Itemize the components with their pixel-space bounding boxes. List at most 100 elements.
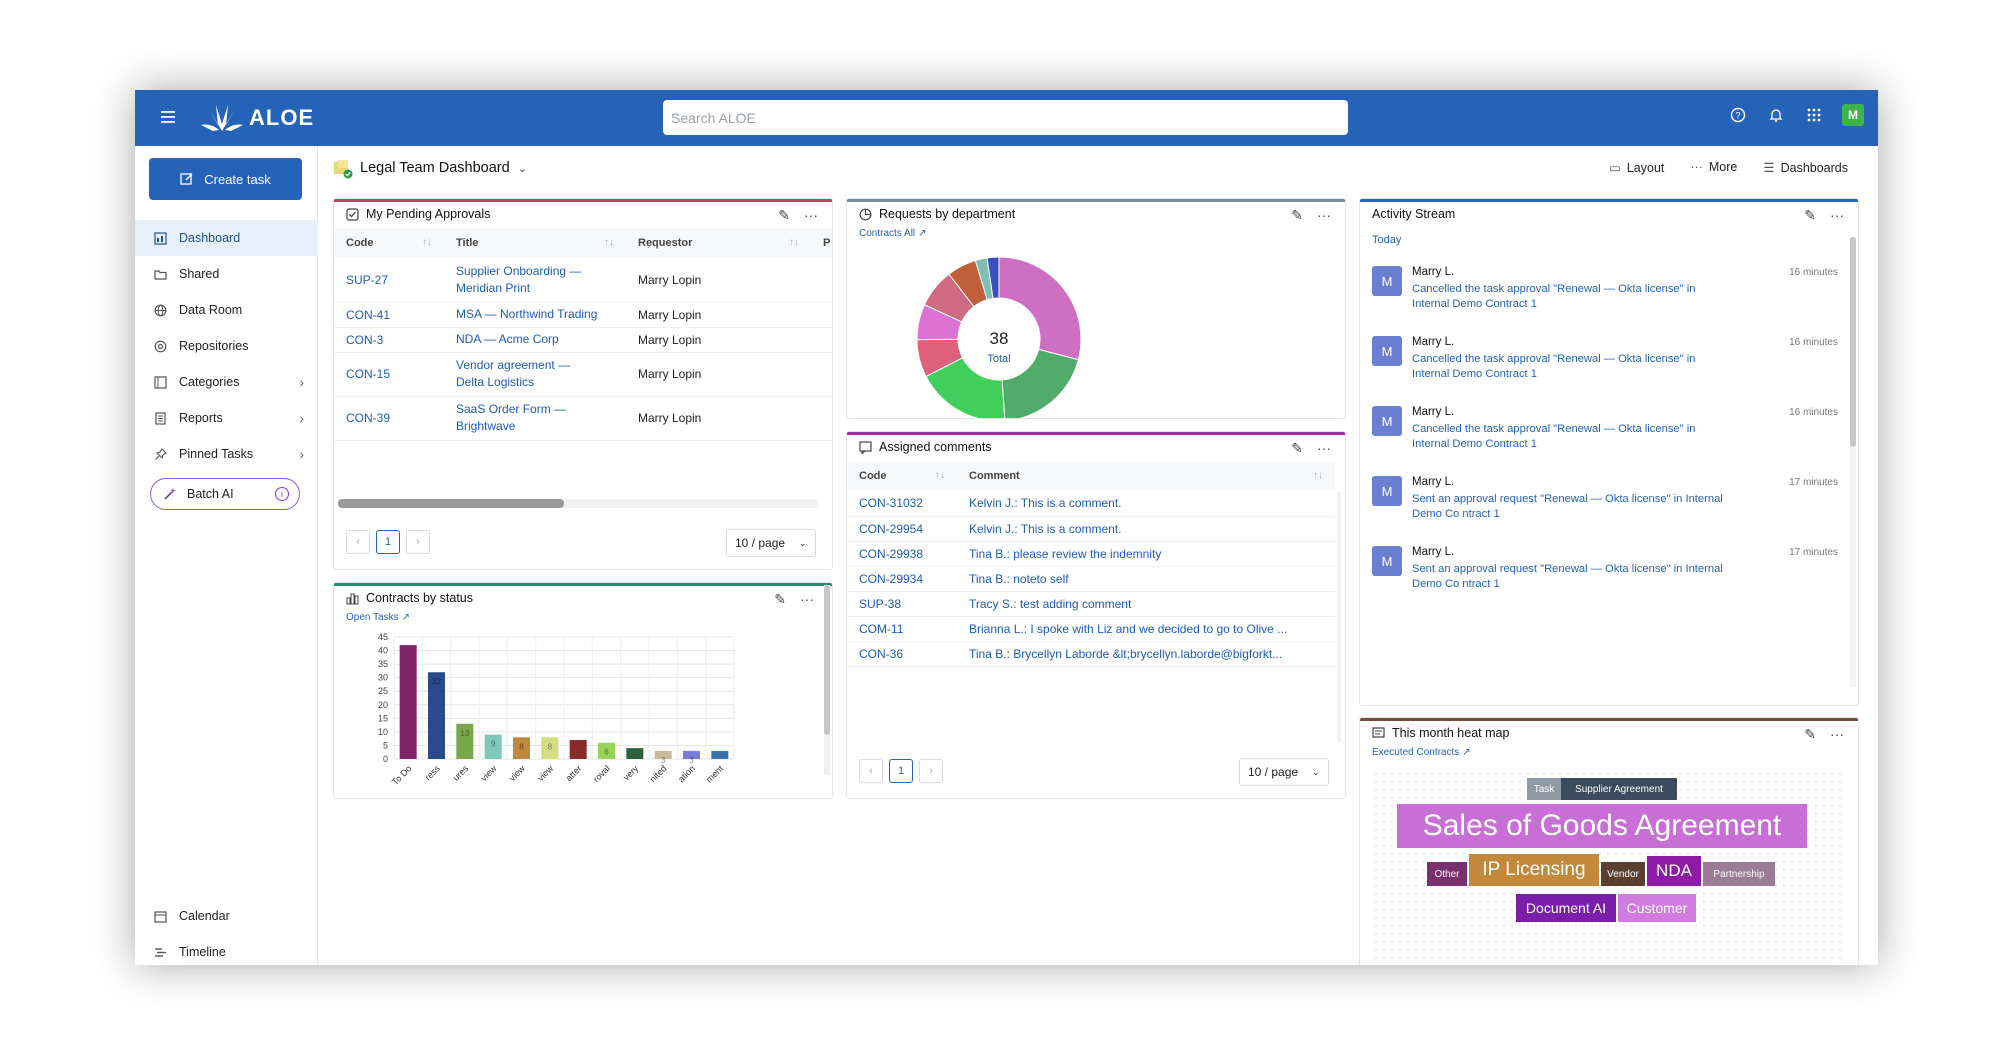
next-page-button[interactable]: › <box>919 759 943 783</box>
sidebar-item-pinned-tasks[interactable]: Pinned Tasks › <box>135 436 318 472</box>
table-row[interactable]: CON-29934 Tina B.: noteto self <box>847 566 1335 592</box>
activity-description-link[interactable]: Cancelled the task approval "Renewal — O… <box>1412 423 1696 450</box>
table-row[interactable]: CON-29954 Kelvin J.: This is a comment. <box>847 516 1335 542</box>
donut-slice[interactable] <box>986 256 1000 300</box>
heat-tag[interactable]: Document AI <box>1516 894 1616 922</box>
bar[interactable] <box>428 672 445 759</box>
sidebar-item-reports[interactable]: Reports › <box>135 400 318 436</box>
column-header-comment[interactable]: Comment ↑↓ <box>957 461 1335 491</box>
per-page-select[interactable]: 10 / page ⌄ <box>726 529 816 557</box>
user-avatar[interactable]: M <box>1842 104 1864 126</box>
pencil-edit-icon[interactable]: ✎ <box>1291 440 1303 456</box>
more-options-icon[interactable]: ··· <box>1830 207 1844 223</box>
bar[interactable] <box>541 737 559 759</box>
page-number-button[interactable]: 1 <box>376 530 400 554</box>
more-options-icon[interactable]: ··· <box>800 591 814 607</box>
comment-text-link[interactable]: Tracy S.: test adding comment <box>957 591 1335 617</box>
column-header-title[interactable]: Title ↑↓ <box>444 228 626 258</box>
bar[interactable] <box>399 645 417 759</box>
activity-item[interactable]: M Marry L. 16 minutes Cancelled the task ap… <box>1360 326 1858 396</box>
approval-title-link[interactable]: Supplier Onboarding — Meridian Print <box>444 258 626 303</box>
sidebar-item-dashboard[interactable]: Dashboard <box>135 220 318 256</box>
sort-icon[interactable]: ↑↓ <box>1313 470 1323 481</box>
comment-text-link[interactable]: Tina B.: noteto self <box>957 566 1335 592</box>
approval-title-link[interactable]: MSA — Northwind Trading <box>444 302 626 328</box>
bar[interactable] <box>683 750 700 759</box>
help-icon[interactable]: ? <box>1728 105 1748 125</box>
sort-icon[interactable]: ↑↓ <box>789 237 799 248</box>
contracts-all-link[interactable]: Contracts All ↗ <box>859 227 927 239</box>
pencil-edit-icon[interactable]: ✎ <box>778 207 790 223</box>
dashboard-selector[interactable]: Legal Team Dashboard ⌄ <box>332 158 527 179</box>
bar[interactable] <box>711 750 729 759</box>
comment-code-link[interactable]: CON-29938 <box>847 541 957 567</box>
activity-item[interactable]: M Marry L. 17 minutes Sent an approval requ… <box>1360 466 1858 536</box>
vertical-scrollbar[interactable] <box>1337 492 1341 742</box>
heat-tag[interactable]: NDA <box>1647 856 1701 886</box>
column-header-code[interactable]: Code ↑↓ <box>847 461 957 491</box>
prev-page-button[interactable]: ‹ <box>859 759 883 783</box>
sort-icon[interactable]: ↑↓ <box>422 237 432 248</box>
donut-slice[interactable] <box>1001 348 1079 418</box>
heat-tag[interactable]: Customer <box>1618 894 1696 922</box>
per-page-select[interactable]: 10 / page ⌄ <box>1239 758 1329 786</box>
column-header-p[interactable]: P <box>811 228 832 258</box>
activity-item[interactable]: M Marry L. 16 minutes Cancelled the task ap… <box>1360 256 1858 326</box>
sidebar-item-categories[interactable]: Categories › <box>135 364 318 400</box>
heat-tag[interactable]: Vendor <box>1601 862 1645 886</box>
sidebar-item-shared[interactable]: Shared <box>135 256 318 292</box>
table-row[interactable]: CON-15 Vendor agreement — Delta Logistics M… <box>334 352 832 397</box>
activity-description-link[interactable]: Sent an approval request "Renewal — Okta… <box>1412 563 1723 590</box>
heat-tag[interactable]: Partnership <box>1703 862 1775 886</box>
table-row[interactable]: SUP-27 Supplier Onboarding — Meridian Prin… <box>334 258 832 303</box>
table-row[interactable]: CON-36 Tina B.: Brycellyn Laborde &lt;bry… <box>847 641 1335 667</box>
more-options-icon[interactable]: ··· <box>1830 726 1844 742</box>
app-logo[interactable]: ALOE <box>199 102 314 134</box>
more-options-icon[interactable]: ··· <box>1317 440 1331 456</box>
activity-item[interactable]: M Marry L. 17 minutes Sent an approval requ… <box>1360 536 1858 606</box>
column-header-requestor[interactable]: Requestor ↑↓ <box>626 228 811 258</box>
activity-description-link[interactable]: Cancelled the task approval "Renewal — O… <box>1412 283 1696 310</box>
activity-description-link[interactable]: Cancelled the task approval "Renewal — O… <box>1412 353 1696 380</box>
sidebar-item-calendar[interactable]: Calendar <box>135 898 318 934</box>
open-tasks-link[interactable]: Open Tasks ↗ <box>346 611 411 623</box>
bar[interactable] <box>654 750 672 759</box>
bar[interactable] <box>626 748 644 759</box>
table-row[interactable]: CON-41 MSA — Northwind Trading Marry Lopin <box>334 302 832 328</box>
vertical-scrollbar[interactable] <box>1850 237 1856 687</box>
batch-ai-button[interactable]: Batch AI i <box>150 478 300 510</box>
table-row[interactable]: CON-29938 Tina B.: please review the inde… <box>847 541 1335 567</box>
approval-code-link[interactable]: CON-39 <box>334 396 444 441</box>
vertical-scrollbar[interactable] <box>824 585 830 775</box>
pencil-edit-icon[interactable]: ✎ <box>1804 207 1816 223</box>
sidebar-item-repositories[interactable]: Repositories <box>135 328 318 364</box>
apps-grid-icon[interactable] <box>1804 105 1824 125</box>
heat-tag[interactable]: Supplier Agreement <box>1561 778 1677 800</box>
bell-icon[interactable] <box>1766 105 1786 125</box>
comment-code-link[interactable]: CON-29934 <box>847 566 957 592</box>
sort-icon[interactable]: ↑↓ <box>604 237 614 248</box>
next-page-button[interactable]: › <box>406 530 430 554</box>
comment-text-link[interactable]: Kelvin J.: This is a comment. <box>957 516 1335 542</box>
comment-text-link[interactable]: Kelvin J.: This is a comment. <box>957 491 1335 517</box>
pencil-edit-icon[interactable]: ✎ <box>1804 726 1816 742</box>
comment-code-link[interactable]: COM-11 <box>847 616 957 642</box>
comment-code-link[interactable]: CON-29954 <box>847 516 957 542</box>
table-row[interactable]: SUP-38 Tracy S.: test adding comment <box>847 591 1335 617</box>
bar[interactable] <box>456 723 474 759</box>
heat-tag[interactable]: Sales of Goods Agreement <box>1397 804 1807 848</box>
activity-item[interactable]: M Marry L. 16 minutes Cancelled the task ap… <box>1360 396 1858 466</box>
sort-icon[interactable]: ↑↓ <box>935 470 945 481</box>
layout-button[interactable]: ▭ Layout <box>1609 160 1664 175</box>
approval-title-link[interactable]: SaaS Order Form — Brightwave <box>444 396 626 441</box>
heat-tag[interactable]: Other <box>1427 862 1467 886</box>
table-row[interactable]: CON-3 NDA — Acme Corp Marry Lopin <box>334 327 832 353</box>
pencil-edit-icon[interactable]: ✎ <box>774 591 786 607</box>
create-task-button[interactable]: Create task <box>149 158 302 200</box>
approval-code-link[interactable]: CON-3 <box>334 327 444 353</box>
info-icon[interactable]: i <box>275 487 289 501</box>
approval-title-link[interactable]: Vendor agreement — Delta Logistics <box>444 352 626 397</box>
dashboards-button[interactable]: ☰ Dashboards <box>1763 160 1848 175</box>
sidebar-item-timeline[interactable]: Timeline <box>135 934 318 965</box>
approval-title-link[interactable]: NDA — Acme Corp <box>444 327 626 353</box>
